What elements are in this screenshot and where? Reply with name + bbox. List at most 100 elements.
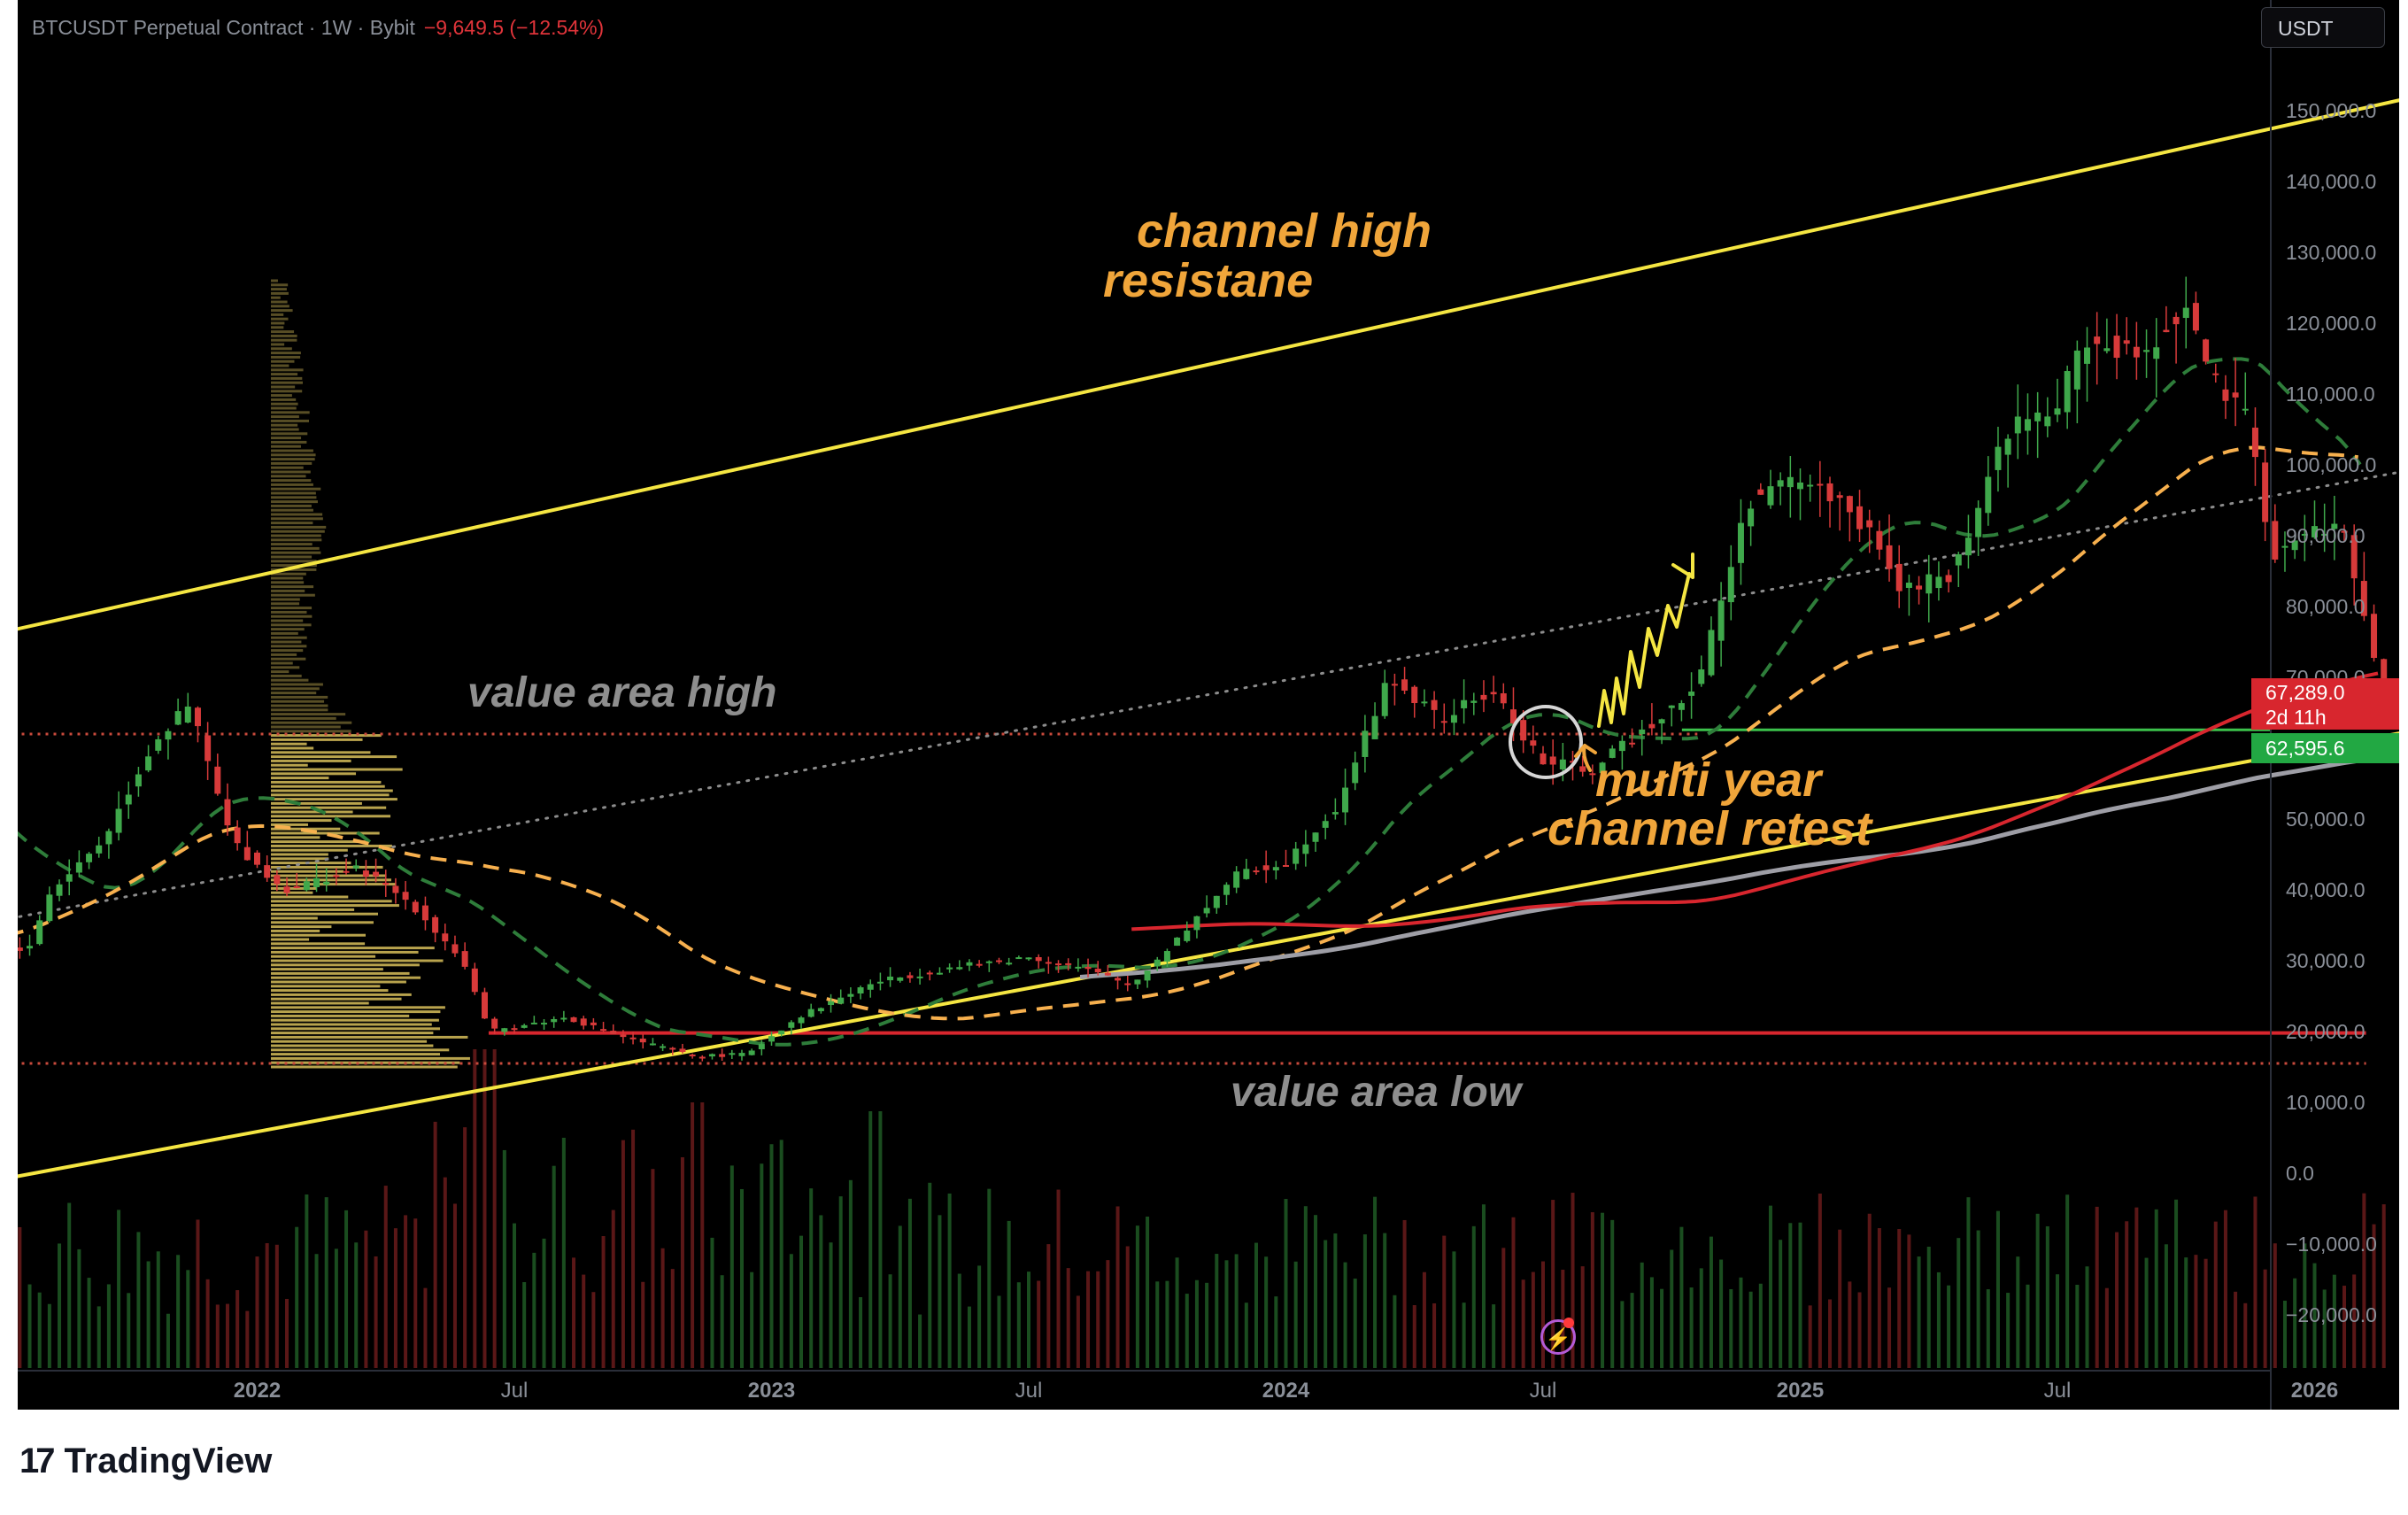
candle-body <box>551 1018 558 1023</box>
volume-bar <box>1076 1295 1080 1368</box>
price-chart[interactable]: 150,000.0 140,000.0 130,000.0 120,000.0 110,… <box>18 0 2399 1410</box>
profile-bar <box>271 560 317 563</box>
volume-bar <box>710 1237 714 1368</box>
lightning-icon[interactable]: ⚡ <box>1540 1319 1576 1355</box>
candle-body <box>1549 756 1556 765</box>
brand-footer: 17 TradingView <box>19 1442 272 1481</box>
volume-bar <box>1580 1266 1585 1368</box>
channel-boundary-line <box>18 98 2399 631</box>
volume-bar <box>1125 1246 1130 1368</box>
volume-bar <box>1808 1305 1812 1368</box>
volume-bar <box>1739 1277 1743 1368</box>
candle-body <box>1480 694 1487 700</box>
profile-bar <box>271 1032 434 1035</box>
volume-bar <box>848 1179 853 1368</box>
hand-drawings <box>1509 553 1694 779</box>
profile-bar <box>271 742 307 746</box>
volume-bar <box>1857 1292 1862 1368</box>
profile-bar <box>271 475 306 478</box>
volume-bar <box>779 1140 783 1368</box>
volume-bar <box>1649 1277 1654 1368</box>
y-tick-label: 10,000.0 <box>2286 1091 2366 1114</box>
candle-body <box>966 962 973 966</box>
candle-body <box>2381 659 2388 692</box>
profile-bar <box>271 785 385 788</box>
candle-body <box>1154 959 1161 967</box>
candle-body <box>1312 832 1319 842</box>
candle-body <box>1748 508 1755 527</box>
volume-bar <box>146 1261 150 1368</box>
volume-bar <box>344 1210 349 1368</box>
candle-body <box>1757 489 1764 495</box>
volume-bar <box>1531 1272 1535 1368</box>
candle-body <box>1955 553 1962 566</box>
profile-bar <box>271 534 321 537</box>
chart-title: BTCUSDT Perpetual Contract · 1W · Bybit −… <box>32 16 604 40</box>
profile-bar <box>271 862 351 865</box>
x-tick-label: Jul <box>2044 1379 2072 1403</box>
profile-bar <box>271 793 390 797</box>
y-tick-label: 0.0 <box>2286 1162 2314 1185</box>
candle-body <box>778 1030 785 1035</box>
candle-body <box>75 862 82 873</box>
candle-body <box>620 1034 627 1038</box>
volume-bar <box>2293 1278 2297 1368</box>
symbol-line[interactable]: BTCUSDT Perpetual Contract · 1W · Bybit <box>32 16 415 39</box>
candle-body <box>1104 972 1111 976</box>
volume-bar <box>2095 1206 2099 1368</box>
volume-bar <box>1848 1281 1852 1368</box>
profile-bar <box>271 857 329 861</box>
profile-bar <box>271 1065 458 1069</box>
volume-bar <box>1956 1238 1961 1368</box>
profile-bar <box>271 491 316 495</box>
candle-body <box>1331 812 1339 815</box>
candle-body <box>1945 575 1952 583</box>
profile-bar <box>271 513 323 516</box>
volume-bar <box>1096 1271 1100 1368</box>
profile-bar <box>271 279 278 282</box>
volume-bar <box>680 1156 684 1368</box>
profile-bar <box>271 661 293 665</box>
candle-body <box>1629 742 1636 745</box>
annotation-channel-high: channel high <box>1137 205 1432 258</box>
candle-body <box>2192 303 2199 331</box>
profile-bar <box>271 398 297 401</box>
candle-body <box>867 984 874 990</box>
volume-bar <box>2174 1199 2179 1368</box>
volume-bar <box>423 1287 428 1368</box>
profile-bar <box>271 968 383 971</box>
candle-body <box>1866 520 1873 528</box>
profile-bar <box>271 564 317 568</box>
profile-bar <box>271 1048 450 1052</box>
profile-bar <box>271 636 307 639</box>
profile-bar <box>271 831 380 835</box>
volume-bar <box>2234 1291 2238 1368</box>
candle-body <box>174 711 181 725</box>
ma-short-dashed <box>18 357 2362 1047</box>
profile-bar <box>271 959 444 962</box>
profile-bar <box>271 1018 439 1022</box>
profile-bar <box>271 525 327 529</box>
x-tick-label: Jul <box>501 1379 529 1403</box>
candle-body <box>916 976 923 978</box>
y-tick-label: 20,000.0 <box>2286 1020 2366 1043</box>
volume-bar <box>1699 1268 1703 1368</box>
currency-button[interactable]: USDT <box>2261 7 2385 48</box>
profile-bar <box>271 947 435 950</box>
profile-bar <box>271 993 412 996</box>
volume-bar <box>502 1149 506 1368</box>
candle-body <box>1490 692 1497 695</box>
candle-body <box>2153 347 2160 359</box>
volume-bar <box>760 1163 764 1368</box>
candle-body <box>1826 483 1833 502</box>
profile-bar <box>271 853 328 856</box>
volume-bar <box>96 1306 101 1368</box>
candle-body <box>2143 350 2150 352</box>
candle-body <box>946 967 953 970</box>
candle-body <box>1658 719 1665 724</box>
candle-body <box>807 1009 814 1017</box>
volume-bar <box>1274 1296 1278 1368</box>
chart-area[interactable]: 150,000.0 140,000.0 130,000.0 120,000.0 110,… <box>18 0 2399 1410</box>
candle-body <box>283 886 290 893</box>
profile-bar <box>271 865 383 869</box>
